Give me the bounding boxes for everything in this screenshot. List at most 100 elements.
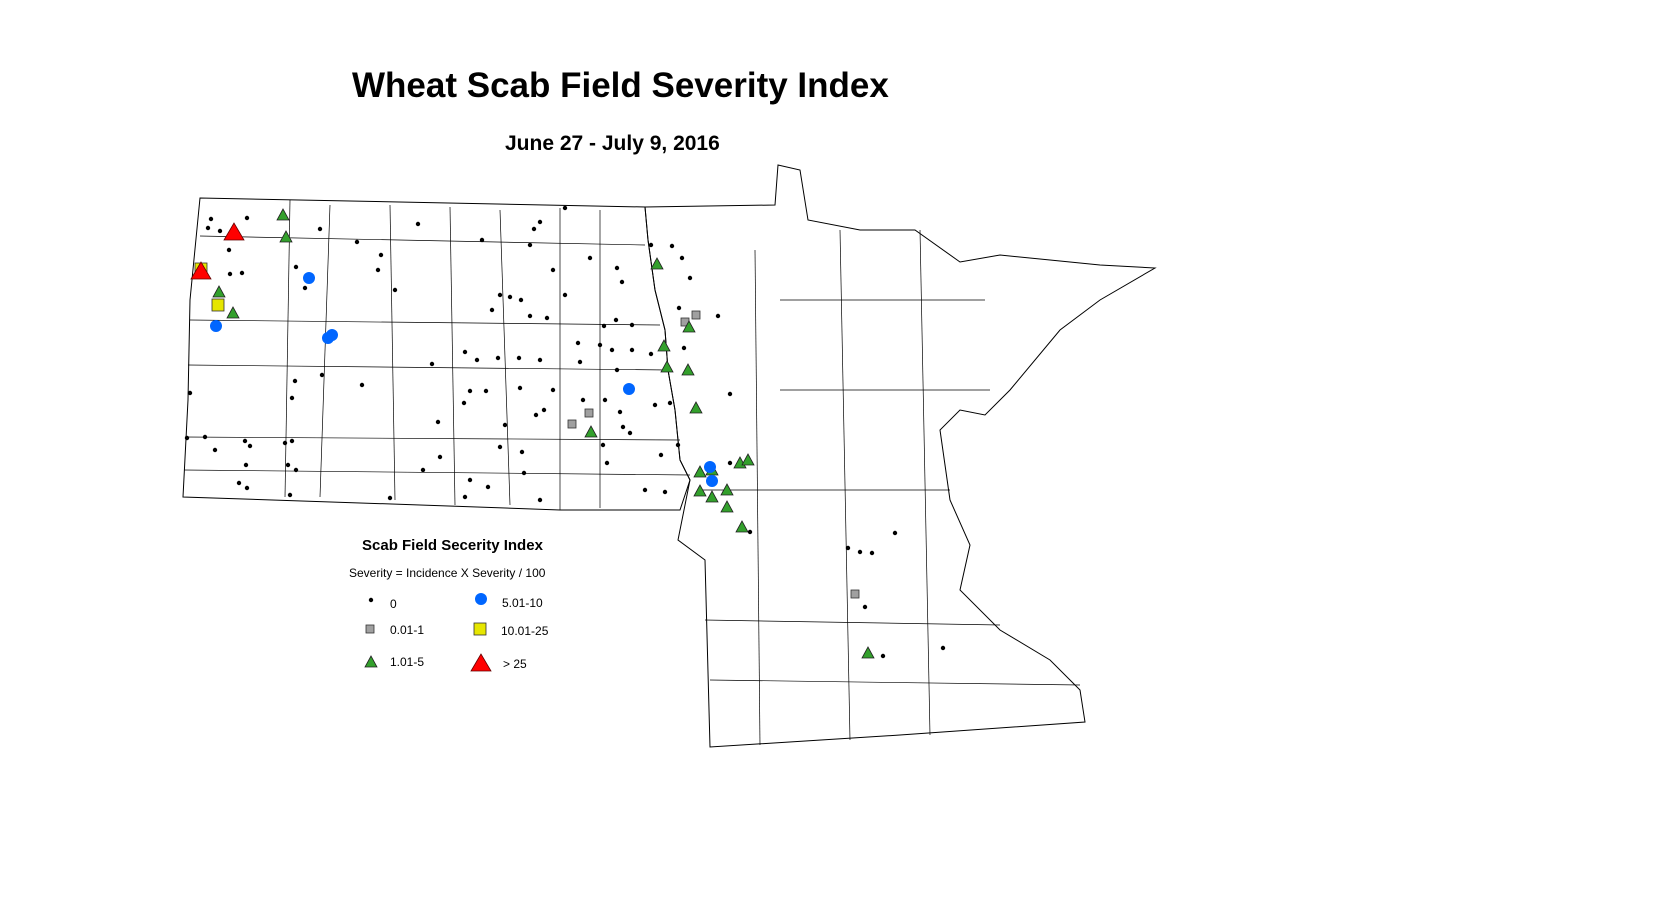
minnesota-outline bbox=[644, 164, 1157, 748]
site-marker-0 bbox=[495, 355, 501, 361]
site-marker-0 bbox=[292, 378, 298, 384]
legend-marker-10-01-25 bbox=[473, 622, 487, 636]
site-marker-0 bbox=[243, 462, 249, 468]
site-marker-0 bbox=[293, 264, 299, 270]
site-marker-0 bbox=[629, 347, 635, 353]
site-marker-0 bbox=[415, 221, 421, 227]
site-marker-0 bbox=[537, 357, 543, 363]
site-marker-1-01-5 bbox=[741, 453, 755, 466]
site-marker-1-01-5 bbox=[276, 208, 290, 221]
site-marker-1-01-5 bbox=[720, 500, 734, 513]
site-marker-0 bbox=[550, 267, 556, 273]
site-marker-0 bbox=[474, 357, 480, 363]
site-marker-5-01-10 bbox=[704, 461, 716, 473]
site-marker-0 bbox=[527, 242, 533, 248]
site-marker-0 bbox=[527, 313, 533, 319]
site-marker-0 bbox=[461, 400, 467, 406]
site-marker-0-01-1 bbox=[850, 589, 860, 599]
site-marker-0 bbox=[531, 226, 537, 232]
site-marker-0 bbox=[562, 292, 568, 298]
site-marker-0 bbox=[648, 242, 654, 248]
county-boundary bbox=[919, 229, 931, 736]
site-marker-0 bbox=[869, 550, 875, 556]
site-marker-0 bbox=[550, 387, 556, 393]
site-marker-0 bbox=[462, 494, 468, 500]
site-marker-0-01-1 bbox=[691, 310, 701, 320]
site-marker-0 bbox=[289, 395, 295, 401]
county-boundary bbox=[449, 206, 456, 506]
site-marker-0 bbox=[378, 252, 384, 258]
county-boundary bbox=[389, 204, 396, 501]
county-boundary bbox=[284, 199, 291, 498]
site-marker-1-01-5 bbox=[681, 363, 695, 376]
site-marker-0 bbox=[375, 267, 381, 273]
site-marker-0 bbox=[845, 545, 851, 551]
site-marker-5-01-10 bbox=[322, 332, 334, 344]
legend-label-1: 0.01-1 bbox=[390, 623, 425, 637]
legend-marker-0 bbox=[368, 597, 374, 603]
site-marker-0 bbox=[239, 270, 245, 276]
site-marker-0 bbox=[620, 424, 626, 430]
site-marker-0 bbox=[577, 359, 583, 365]
site-marker-0 bbox=[187, 390, 193, 396]
site-marker-5-01-10 bbox=[303, 272, 315, 284]
site-marker-0 bbox=[226, 247, 232, 253]
legend-formula: Severity = Incidence X Severity / 100 bbox=[349, 566, 546, 580]
site-marker-1-01-5 bbox=[693, 484, 707, 497]
site-marker-0 bbox=[575, 340, 581, 346]
county-boundary bbox=[189, 319, 661, 326]
legend-marker-5-01-10 bbox=[475, 593, 487, 605]
site-marker-0 bbox=[642, 487, 648, 493]
site-marker-over-25 bbox=[190, 261, 212, 280]
site-marker-0 bbox=[541, 407, 547, 413]
site-marker-0 bbox=[462, 349, 468, 355]
site-marker-1-01-5 bbox=[720, 483, 734, 496]
site-marker-0 bbox=[667, 400, 673, 406]
site-marker-0 bbox=[517, 385, 523, 391]
site-marker-0 bbox=[247, 443, 253, 449]
site-marker-0 bbox=[212, 447, 218, 453]
site-marker-0 bbox=[681, 345, 687, 351]
site-marker-0 bbox=[242, 438, 248, 444]
site-marker-5-01-10 bbox=[210, 320, 222, 332]
site-marker-0 bbox=[521, 470, 527, 476]
site-marker-0 bbox=[619, 279, 625, 285]
legend-marker-0-01-1 bbox=[365, 624, 375, 634]
site-marker-0 bbox=[652, 402, 658, 408]
county-boundary bbox=[839, 229, 851, 741]
site-marker-0 bbox=[289, 438, 295, 444]
site-marker-0 bbox=[675, 442, 681, 448]
site-marker-0 bbox=[202, 434, 208, 440]
site-marker-0 bbox=[597, 342, 603, 348]
site-marker-0 bbox=[604, 460, 610, 466]
site-marker-0 bbox=[602, 397, 608, 403]
site-marker-0 bbox=[217, 228, 223, 234]
site-marker-0 bbox=[227, 271, 233, 277]
site-marker-1-01-5 bbox=[279, 230, 293, 243]
site-marker-0 bbox=[302, 285, 308, 291]
site-marker-0 bbox=[435, 419, 441, 425]
site-marker-0 bbox=[533, 412, 539, 418]
legend-label-3: 5.01-10 bbox=[502, 596, 543, 610]
site-marker-0 bbox=[687, 275, 693, 281]
site-marker-0 bbox=[629, 322, 635, 328]
site-marker-0 bbox=[600, 442, 606, 448]
site-marker-0 bbox=[319, 372, 325, 378]
site-marker-0 bbox=[601, 323, 607, 329]
site-marker-1-01-5 bbox=[584, 425, 598, 438]
site-marker-1-01-5 bbox=[650, 257, 664, 270]
site-marker-1-01-5 bbox=[212, 285, 226, 298]
site-marker-0 bbox=[236, 480, 242, 486]
site-marker-0 bbox=[293, 467, 299, 473]
legend-label-2: 1.01-5 bbox=[390, 655, 425, 669]
site-marker-0 bbox=[613, 317, 619, 323]
site-marker-0 bbox=[658, 452, 664, 458]
legend-label-5: > 25 bbox=[503, 657, 527, 671]
site-marker-0 bbox=[437, 454, 443, 460]
site-marker-0 bbox=[587, 255, 593, 261]
site-marker-0 bbox=[562, 205, 568, 211]
site-marker-1-01-5 bbox=[226, 306, 240, 319]
site-marker-1-01-5 bbox=[705, 490, 719, 503]
